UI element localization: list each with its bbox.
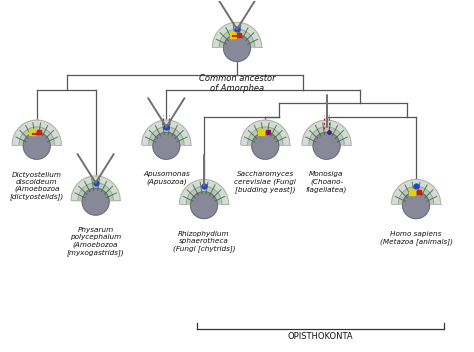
Text: Common ancestor
of Amorphea: Common ancestor of Amorphea bbox=[199, 74, 275, 93]
Text: Rhizophydium
sphaerotheca
(Fungi [chytrids]): Rhizophydium sphaerotheca (Fungi [chytri… bbox=[173, 231, 235, 252]
Polygon shape bbox=[191, 192, 218, 219]
Polygon shape bbox=[71, 176, 120, 200]
Polygon shape bbox=[212, 22, 262, 47]
Polygon shape bbox=[252, 132, 279, 159]
Text: Apusomonas
(Apusozoa): Apusomonas (Apusozoa) bbox=[143, 171, 190, 185]
Polygon shape bbox=[309, 127, 344, 145]
Polygon shape bbox=[247, 127, 283, 145]
Text: Monosiga
(Choano-
flagellatea): Monosiga (Choano- flagellatea) bbox=[306, 171, 347, 193]
Text: Saccharomyces
cerevisiae (Fungi
[budding yeast]): Saccharomyces cerevisiae (Fungi [budding… bbox=[234, 171, 296, 193]
Polygon shape bbox=[23, 132, 50, 159]
Text: Physarum
polycephalum
(Amoebozoa
[myxogastrids]): Physarum polycephalum (Amoebozoa [myxoga… bbox=[67, 227, 125, 256]
Polygon shape bbox=[186, 186, 222, 204]
Polygon shape bbox=[142, 120, 191, 145]
Polygon shape bbox=[241, 120, 290, 145]
Polygon shape bbox=[19, 127, 55, 145]
Polygon shape bbox=[82, 188, 109, 215]
Polygon shape bbox=[402, 192, 429, 219]
Polygon shape bbox=[180, 180, 228, 204]
Text: Homo sapiens
(Metazoa [animals]): Homo sapiens (Metazoa [animals]) bbox=[380, 231, 453, 245]
Polygon shape bbox=[313, 132, 340, 159]
Polygon shape bbox=[224, 34, 250, 62]
Polygon shape bbox=[392, 180, 440, 204]
Polygon shape bbox=[78, 183, 113, 200]
Polygon shape bbox=[153, 132, 180, 159]
Polygon shape bbox=[219, 29, 255, 47]
Polygon shape bbox=[399, 186, 434, 204]
Text: OPISTHOKONTA: OPISTHOKONTA bbox=[288, 332, 354, 341]
Text: Dictyostelium
discoideum
(Amoebozoa
[dictyostelids]): Dictyostelium discoideum (Amoebozoa [dic… bbox=[9, 171, 64, 200]
Polygon shape bbox=[302, 120, 351, 145]
Polygon shape bbox=[12, 120, 61, 145]
Polygon shape bbox=[149, 127, 184, 145]
